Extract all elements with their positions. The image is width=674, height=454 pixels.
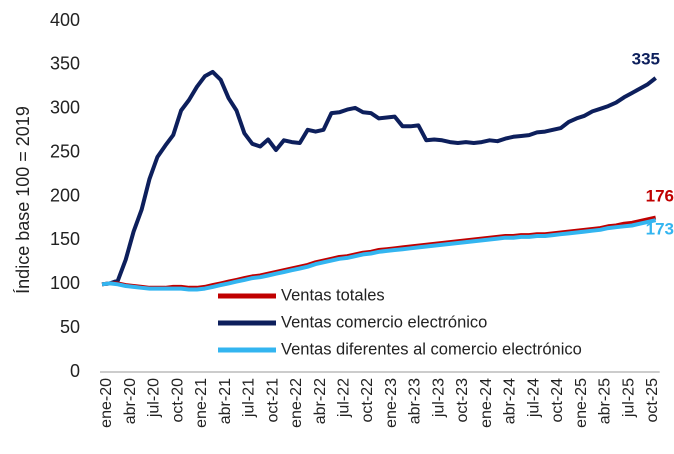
x-tick-label: ene-22 xyxy=(288,378,305,428)
legend-label: Ventas diferentes al comercio electrónic… xyxy=(281,340,582,358)
legend-label: Ventas comercio electrónico xyxy=(281,313,487,331)
x-tick-label: abr-20 xyxy=(122,378,139,424)
y-axis-title: Índice base 100 = 2019 xyxy=(13,106,33,294)
x-tick-label: oct-22 xyxy=(359,378,376,423)
x-tick-label: abr-23 xyxy=(407,378,424,424)
x-tick-label: oct-24 xyxy=(549,378,566,423)
series-line xyxy=(101,218,657,292)
y-tick-label: 300 xyxy=(50,98,80,118)
x-tick-label: ene-20 xyxy=(98,378,115,428)
x-tick-label: ene-21 xyxy=(193,378,210,428)
x-tick-label: abr-25 xyxy=(597,378,614,424)
y-tick-label: 200 xyxy=(50,185,80,205)
x-tick-label: jul-21 xyxy=(241,378,258,418)
x-tick-label: jul-20 xyxy=(146,378,163,418)
x-tick-label: oct-23 xyxy=(454,378,471,423)
end-value-label: 173 xyxy=(646,219,674,238)
y-tick-label: 150 xyxy=(50,229,80,249)
x-tick-label: jul-25 xyxy=(620,378,637,418)
y-tick-label: 400 xyxy=(50,10,80,30)
x-tick-label: ene-25 xyxy=(573,378,590,428)
x-tick-label: abr-22 xyxy=(312,378,329,424)
end-value-label: 176 xyxy=(646,186,674,205)
y-tick-label: 250 xyxy=(50,141,80,161)
x-tick-label: abr-24 xyxy=(502,378,519,424)
end-value-label: 335 xyxy=(632,49,660,68)
x-tick-label: ene-24 xyxy=(478,378,495,428)
y-tick-label: 50 xyxy=(60,317,80,337)
x-tick-label: oct-21 xyxy=(264,378,281,423)
x-tick-label: jul-22 xyxy=(336,378,353,418)
legend-label: Ventas totales xyxy=(281,286,385,304)
x-tick-label: jul-24 xyxy=(525,378,542,418)
x-tick-label: jul-23 xyxy=(430,378,447,418)
x-tick-label: oct-20 xyxy=(169,378,186,423)
x-tick-label: abr-21 xyxy=(217,378,234,424)
x-tick-label: oct-25 xyxy=(644,378,661,423)
y-tick-label: 100 xyxy=(50,273,80,293)
series-line xyxy=(101,69,657,287)
y-tick-label: 0 xyxy=(70,361,80,381)
x-tick-label: ene-23 xyxy=(383,378,400,428)
y-tick-label: 350 xyxy=(50,54,80,74)
